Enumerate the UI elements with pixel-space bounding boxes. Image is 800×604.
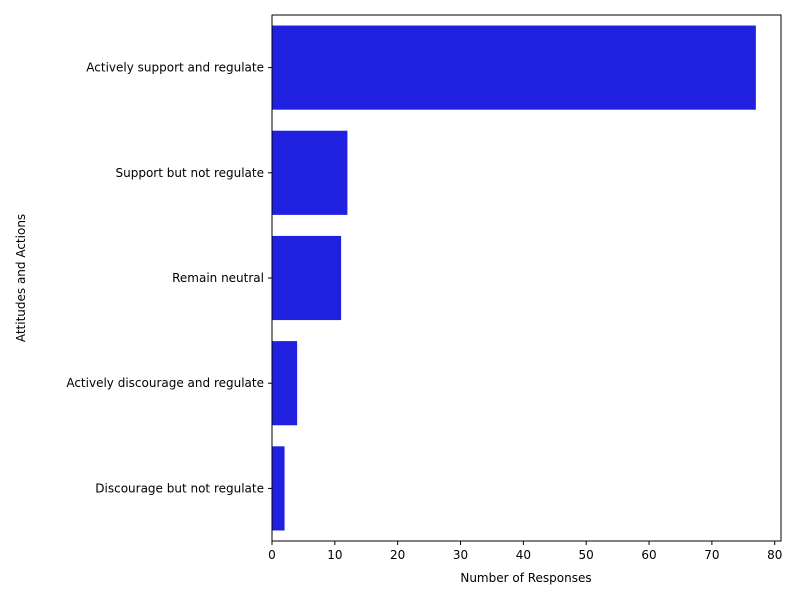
y-axis-label: Attitudes and Actions: [14, 214, 28, 342]
y-tick-label: Remain neutral: [172, 271, 264, 285]
x-ticks-group: 0 10 20 30 40 50 60 70 80: [268, 541, 782, 562]
x-tick-label: 10: [327, 548, 342, 562]
y-tick-label: Support but not regulate: [115, 166, 264, 180]
x-tick-label: 50: [579, 548, 594, 562]
y-tick-label: Actively discourage and regulate: [66, 376, 264, 390]
x-tick-label: 20: [390, 548, 405, 562]
x-tick-label: 60: [641, 548, 656, 562]
x-tick-label: 40: [516, 548, 531, 562]
x-tick-label: 80: [767, 548, 782, 562]
bar-5: [272, 446, 285, 531]
y-tick-label: Actively support and regulate: [86, 61, 264, 75]
x-tick-label: 30: [453, 548, 468, 562]
bars-group: [272, 25, 756, 531]
x-tick-label: 70: [704, 548, 719, 562]
x-tick-label: 0: [268, 548, 276, 562]
bar-1: [272, 25, 756, 110]
x-axis-label: Number of Responses: [460, 571, 591, 585]
bar-4: [272, 341, 298, 426]
y-tick-label: Discourage but not regulate: [95, 481, 264, 495]
y-ticks-group: Actively support and regulate Support but…: [66, 61, 272, 495]
bar-3: [272, 235, 342, 321]
bar-2: [272, 130, 348, 215]
